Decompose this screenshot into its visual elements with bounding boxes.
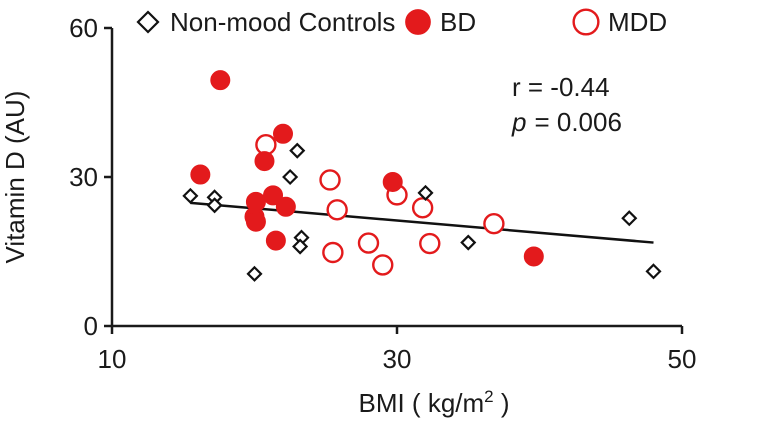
point-bd [263, 185, 284, 206]
point-non-mood-controls [206, 197, 223, 214]
trendline [190, 201, 654, 244]
x-axis-title: BMI ( kg/m2 ) [358, 387, 509, 418]
point-non-mood-controls [292, 238, 309, 255]
point-mdd [326, 199, 348, 221]
point-non-mood-controls [645, 263, 662, 280]
x-tick-label: 30 [383, 344, 412, 374]
legend-entry-bd: BD [405, 7, 476, 37]
point-bd [273, 123, 293, 144]
point-mdd [357, 232, 380, 254]
y-axis-title: Vitamin D (AU) [0, 91, 30, 264]
point-mdd [483, 212, 505, 235]
trendline-group [190, 201, 654, 244]
point-bd [523, 246, 544, 267]
point-mdd [322, 241, 344, 264]
point-non-mood-controls [460, 234, 477, 251]
x-axis-title-main: BMI ( kg/m [358, 388, 484, 418]
point-bd [245, 211, 266, 232]
point-non-mood-controls [282, 168, 299, 186]
axis-ticks: 0 30 60 10 30 50 [69, 13, 696, 374]
legend-entry-non-mood-controls: Non-mood Controls [136, 7, 395, 37]
x-tick-label: 50 [668, 344, 697, 374]
point-bd [265, 230, 286, 251]
point-bd [254, 151, 275, 172]
point-mdd [411, 197, 434, 219]
point-bd [382, 171, 403, 192]
x-axis-title-superscript: 2 [484, 387, 493, 406]
point-bd [210, 70, 231, 91]
legend-label-non-mood-controls: Non-mood Controls [170, 7, 395, 37]
point-non-mood-controls [417, 184, 434, 201]
legend-label-bd: BD [440, 7, 476, 37]
point-non-mood-controls [289, 142, 306, 159]
point-non-mood-controls [621, 210, 638, 227]
y-tick-label: 60 [69, 13, 98, 43]
p-value: = 0.006 [534, 107, 621, 137]
legend-marker-mdd [572, 8, 600, 36]
point-non-mood-controls [246, 265, 263, 282]
x-tick-label: 10 [98, 344, 127, 374]
legend: Non-mood Controls BD MDD [136, 7, 667, 37]
data-points [182, 70, 662, 282]
legend-entry-mdd: MDD [572, 7, 667, 37]
point-bd [275, 196, 296, 217]
legend-marker-non-mood-controls [136, 10, 160, 34]
point-non-mood-controls [182, 187, 199, 204]
correlation-r: r = -0.44 [512, 72, 610, 102]
point-mdd [319, 169, 341, 191]
legend-label-mdd: MDD [608, 7, 667, 37]
point-mdd [419, 232, 441, 255]
legend-marker-bd [405, 9, 431, 35]
correlation-p: p = 0.006 [511, 107, 622, 137]
x-axis-title-end: ) [494, 388, 510, 418]
y-tick-label: 30 [69, 162, 98, 192]
point-mdd [372, 254, 394, 276]
p-symbol: p [511, 107, 526, 137]
y-tick-label: 0 [84, 311, 98, 341]
point-bd [190, 164, 211, 185]
